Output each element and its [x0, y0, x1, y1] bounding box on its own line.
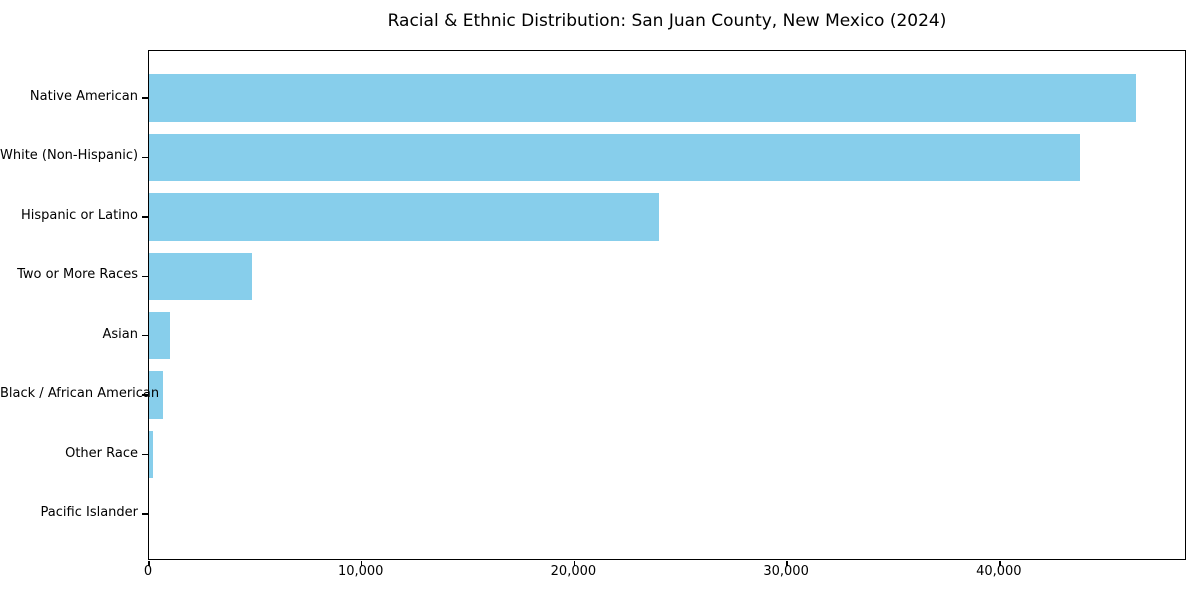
bar-hispanic-or-latino	[149, 193, 660, 241]
y-tick-label: White (Non-Hispanic)	[0, 148, 139, 164]
y-axis-tick	[142, 334, 148, 337]
y-axis-tick	[142, 513, 148, 515]
y-axis-tick	[142, 453, 148, 456]
x-tick-label: 30,000	[763, 564, 809, 579]
bar-two-or-more-races	[149, 252, 253, 301]
chart-title: Racial & Ethnic Distribution: San Juan C…	[387, 11, 947, 31]
y-tick-label: Black / African American	[0, 386, 160, 402]
y-tick-label: Hispanic or Latino	[20, 207, 138, 223]
y-tick-label: Pacific Islander	[40, 505, 138, 520]
y-axis-tick	[142, 275, 148, 278]
bar-white-non-hispanic	[149, 133, 1080, 182]
y-tick-label: Two or More Races	[17, 267, 138, 283]
plot-area	[142, 50, 1186, 566]
x-tick-label: 0	[143, 564, 153, 579]
y-tick-label: Other Race	[65, 445, 138, 461]
x-axis-tick	[573, 560, 576, 566]
x-tick-label: 10,000	[337, 564, 384, 579]
bar-asian	[149, 311, 170, 360]
y-axis-tick	[142, 156, 148, 159]
bar-black-african-american	[149, 371, 164, 419]
x-axis-tick	[786, 560, 788, 566]
bar-native-american	[149, 74, 1136, 122]
x-tick-label: 40,000	[976, 564, 1022, 579]
y-tick-label: Asian	[102, 326, 138, 342]
y-axis-tick	[142, 394, 148, 396]
x-axis-tick	[148, 560, 150, 566]
x-axis-tick	[999, 560, 1001, 566]
x-tick-label: 20,000	[550, 564, 597, 579]
bar-other-race	[149, 430, 154, 479]
y-tick-label: Native American	[29, 89, 138, 104]
x-axis-tick	[360, 560, 363, 566]
y-axis-tick	[142, 216, 148, 218]
y-axis-tick	[142, 97, 148, 99]
